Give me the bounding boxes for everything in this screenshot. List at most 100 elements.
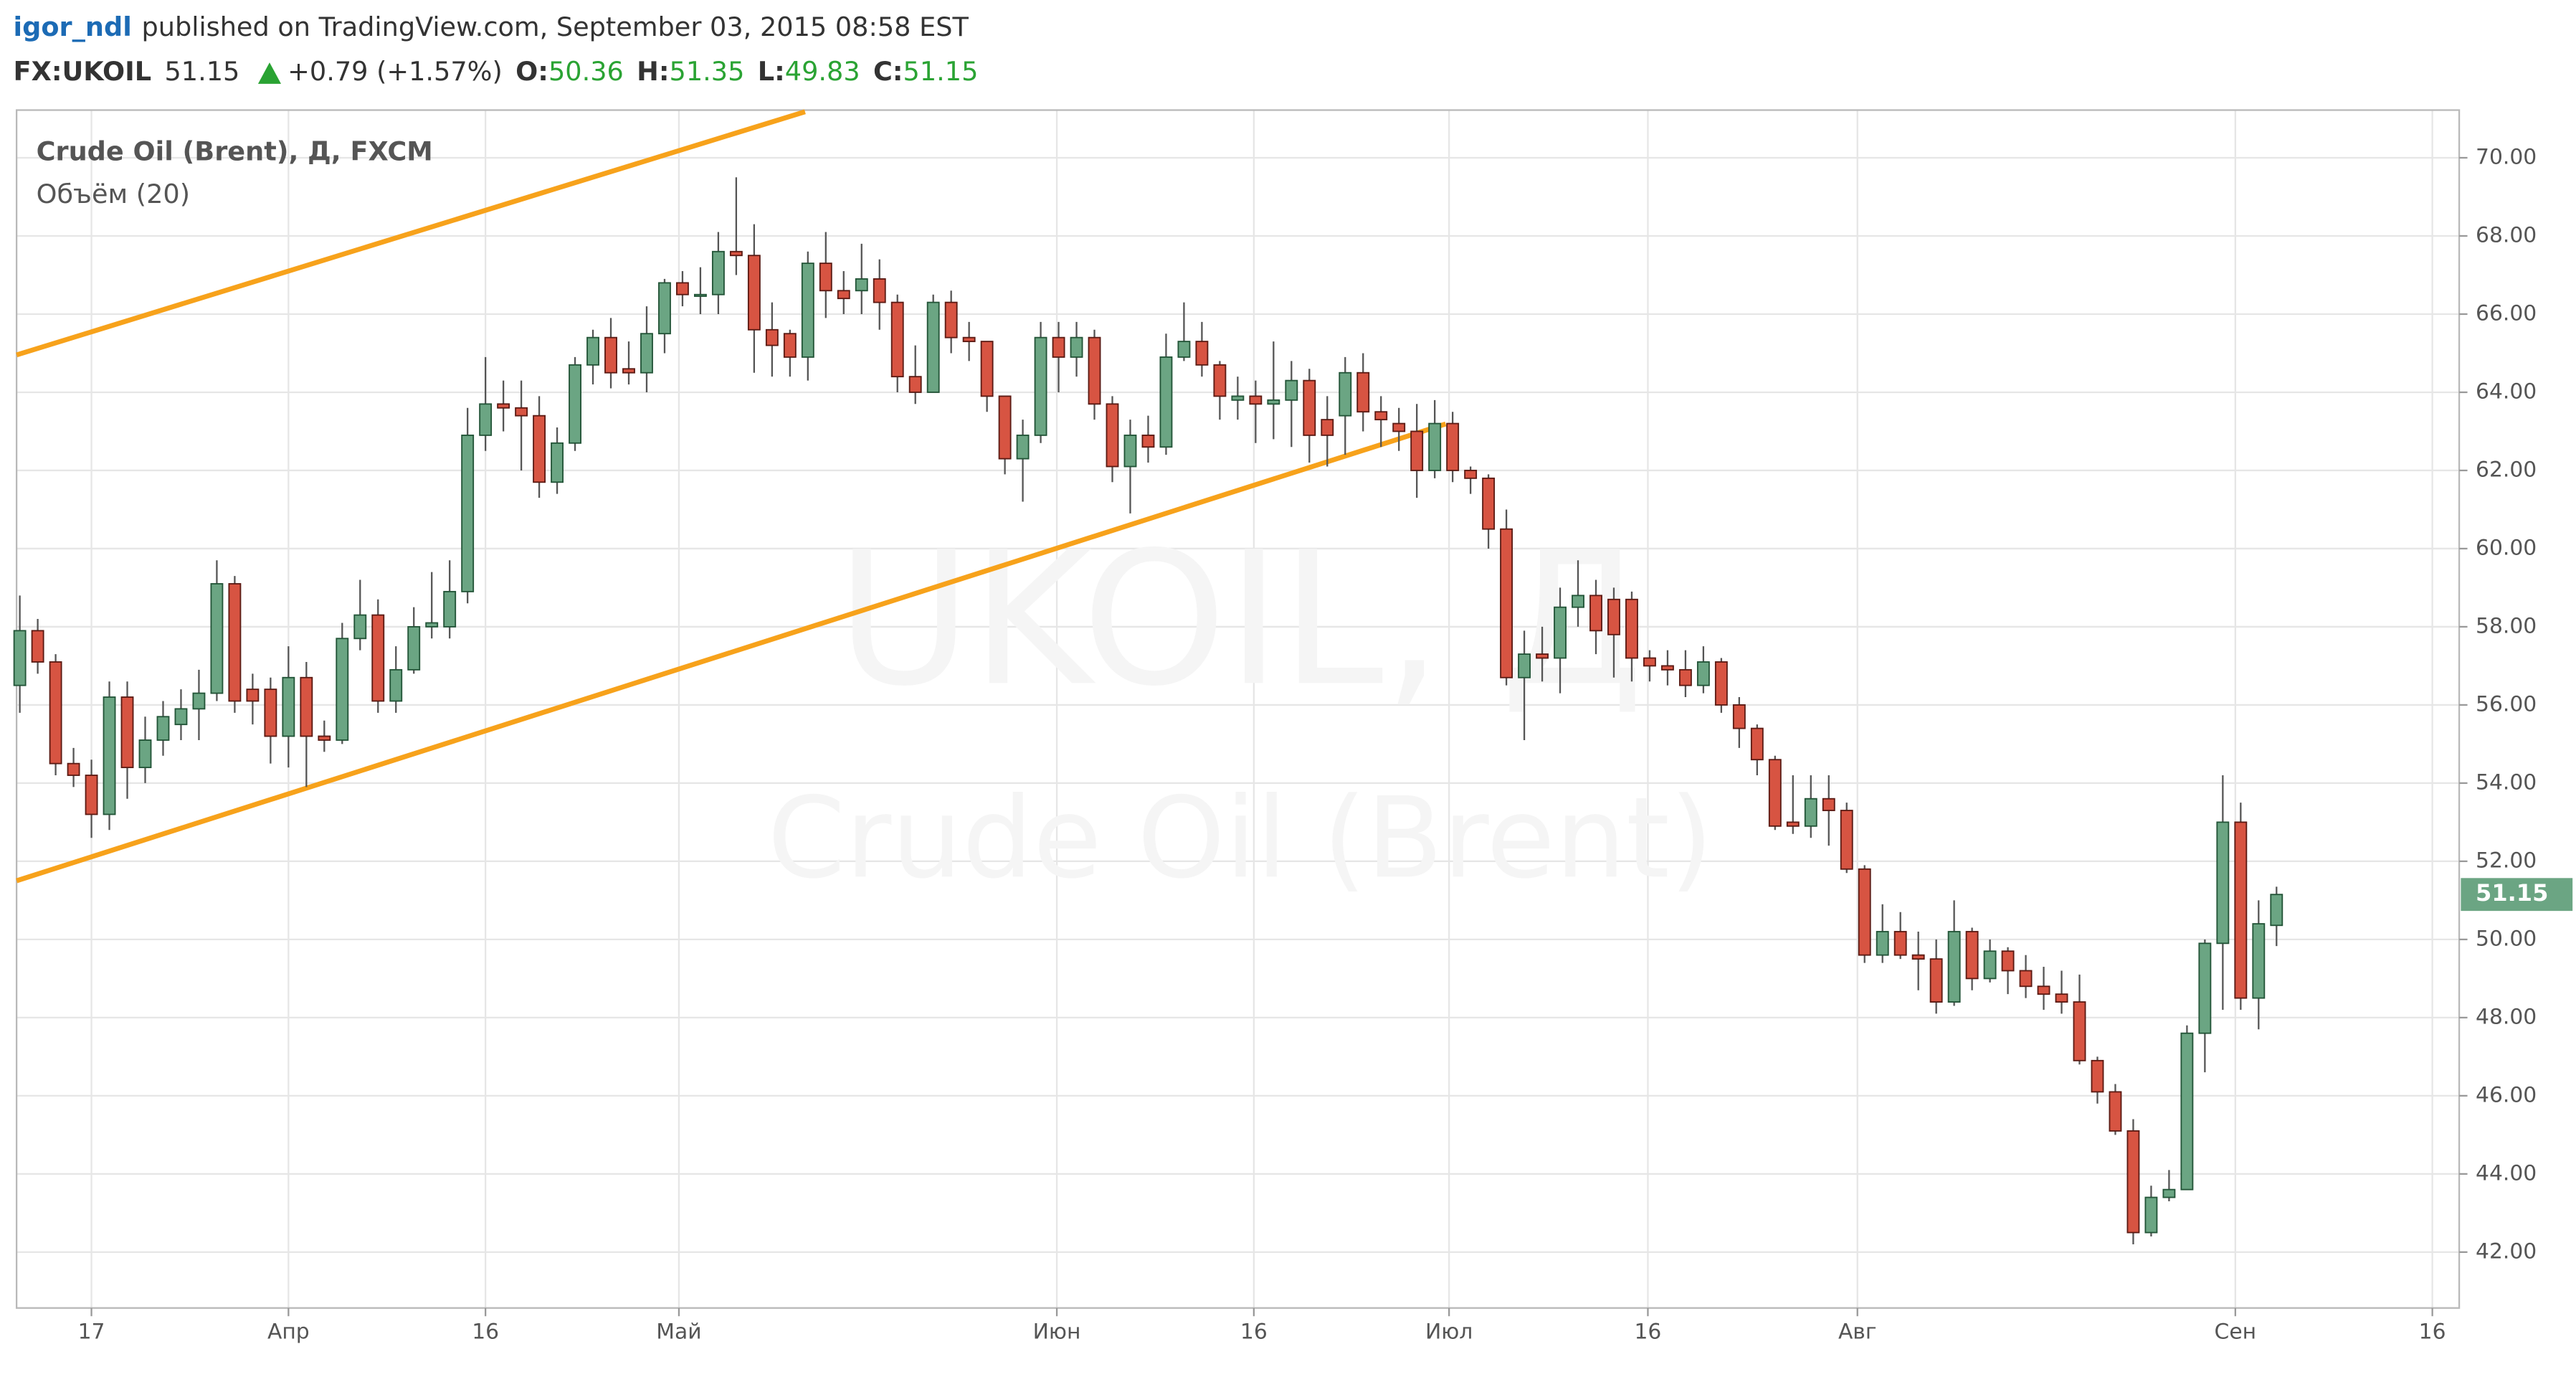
candle-body	[2073, 1001, 2086, 1061]
candle-body	[640, 333, 653, 374]
ohlc-label: C:	[873, 55, 903, 86]
candle-body	[1267, 399, 1280, 405]
trend-line[interactable]	[16, 421, 1447, 884]
candle-body	[2001, 950, 2015, 972]
y-tick-label: 70.00	[2476, 144, 2537, 169]
candle-body	[569, 364, 581, 444]
ohlc-value: 49.83	[785, 55, 860, 86]
candle-body	[1374, 411, 1388, 421]
candle-body	[1141, 434, 1155, 448]
last-price-box	[2461, 878, 2573, 912]
candle-body	[1572, 595, 1584, 608]
candle-body	[1947, 931, 1961, 1003]
candle-body	[2180, 1032, 2194, 1191]
candle-body	[1929, 958, 1943, 1003]
ohlc-label: H:	[637, 55, 669, 86]
candle-body	[586, 336, 599, 366]
candle-body	[1804, 798, 1817, 827]
candle-body	[998, 395, 1012, 460]
candle-body	[1518, 653, 1531, 678]
candle-body	[2216, 821, 2230, 945]
candle-body	[1303, 379, 1316, 436]
candle-body	[1249, 395, 1263, 405]
candle-body	[1643, 657, 1656, 667]
watermark: UKOIL, Д	[837, 512, 1644, 727]
candle-body	[336, 638, 349, 741]
candle-body	[67, 762, 80, 776]
candle-body	[2037, 985, 2050, 995]
candle-body	[676, 282, 689, 295]
x-tick-label: Авг	[1838, 1320, 1877, 1345]
ohlc-label: O:	[515, 55, 548, 86]
candle-body	[103, 696, 116, 815]
candle-body	[2198, 942, 2212, 1034]
candle-body	[85, 775, 98, 815]
candle-body	[264, 688, 277, 737]
candle-body	[1070, 336, 1083, 358]
y-tick-label: 44.00	[2476, 1160, 2537, 1186]
author-link[interactable]: igor_ndl	[14, 11, 132, 42]
candle-body	[13, 630, 27, 686]
quote-line: FX:UKOIL 51.15	[14, 55, 240, 86]
candle-body	[31, 630, 44, 663]
price: 51.15	[164, 55, 239, 86]
candle-body	[2019, 970, 2033, 988]
x-tick-label: Июн	[1033, 1320, 1081, 1345]
candle-body	[962, 336, 976, 343]
candle-body	[515, 407, 528, 417]
candle-body	[1159, 356, 1173, 448]
x-tick-label: 16	[1240, 1320, 1268, 1345]
candle-body	[407, 626, 421, 671]
x-tick-label: Июл	[1425, 1320, 1473, 1345]
candle-body	[729, 250, 743, 257]
candle-body	[855, 278, 868, 292]
candles	[13, 177, 2283, 1244]
x-tick-label: 16	[2419, 1320, 2446, 1345]
y-tick-label: 54.00	[2476, 770, 2537, 795]
y-tick-label: 62.00	[2476, 457, 2537, 482]
candle-body	[1106, 403, 1119, 468]
published: published on TradingView.com, September …	[142, 11, 969, 42]
candle-body	[120, 696, 134, 769]
x-tick-label: 17	[78, 1320, 105, 1345]
candle-body	[658, 282, 671, 335]
candle-body	[1231, 395, 1245, 401]
x-tick-label: Май	[656, 1320, 701, 1345]
y-tick-label: 42.00	[2476, 1239, 2537, 1264]
y-tick-label: 48.00	[2476, 1004, 2537, 1029]
x-tick-label: 16	[472, 1320, 499, 1345]
candle-body	[300, 676, 313, 737]
candle-body	[765, 328, 779, 346]
candle-body	[2270, 894, 2283, 927]
candle-body	[622, 368, 635, 374]
ohlc-label: L:	[758, 55, 785, 86]
candle-body	[2252, 923, 2266, 999]
quote-ohlc: +0.79 (+1.57%) O:50.36 H:51.35 L:49.83 C:51.…	[287, 55, 978, 86]
candle-body	[837, 290, 850, 300]
candle-body	[318, 735, 331, 741]
watermark: Crude Oil (Brent)	[767, 772, 1713, 903]
candle-body	[2091, 1059, 2104, 1093]
candle-body	[1696, 661, 1710, 686]
chart-title: Crude Oil (Brent), Д, FXCM	[37, 136, 433, 167]
candle-body	[1589, 595, 1602, 632]
grid	[16, 110, 2460, 1308]
candle-body	[1052, 336, 1065, 358]
y-tick-label: 64.00	[2476, 379, 2537, 404]
candle-body	[1123, 434, 1137, 468]
candle-body	[1428, 422, 1442, 471]
candle-body	[711, 250, 725, 295]
candle-body	[693, 293, 707, 297]
trend-line[interactable]	[16, 109, 806, 358]
candle-body	[138, 739, 152, 769]
candle-body	[210, 583, 224, 694]
candle-body	[908, 376, 922, 393]
y-tick-label: 46.00	[2476, 1082, 2537, 1107]
candle-body	[604, 336, 617, 374]
symbol: FX:UKOIL	[14, 55, 152, 86]
candle-body	[2109, 1091, 2122, 1132]
candle-body	[1965, 931, 1979, 980]
candle-body	[890, 301, 904, 378]
